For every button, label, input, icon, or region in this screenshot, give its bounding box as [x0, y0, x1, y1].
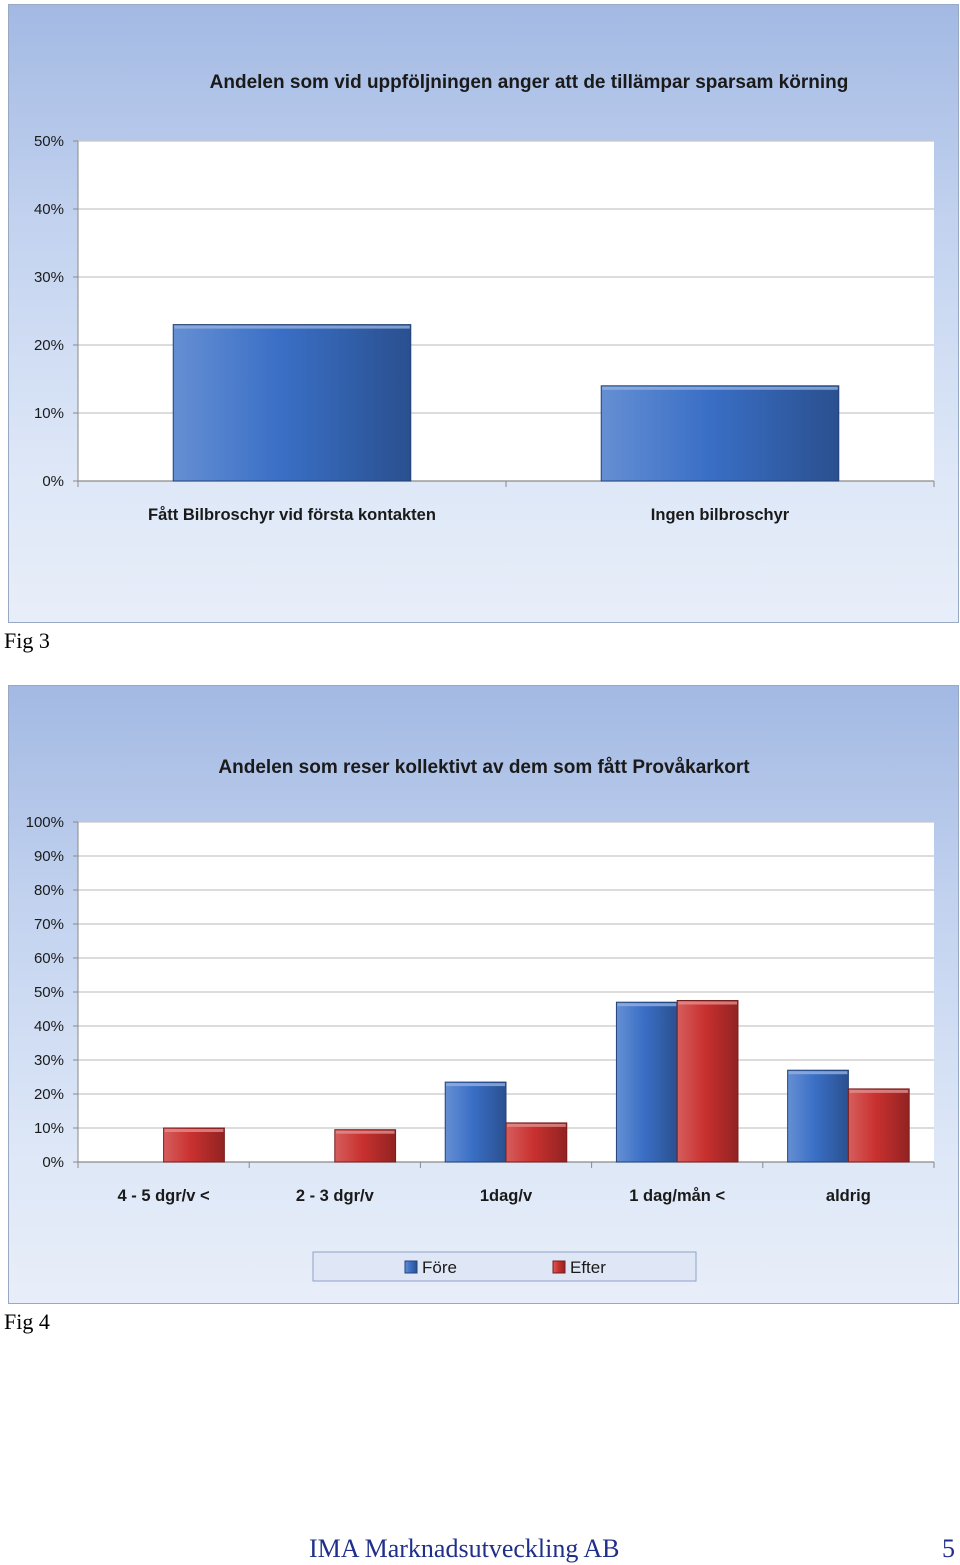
- bar-value: [600, 385, 840, 482]
- y-tick-label: 0%: [42, 473, 64, 490]
- bar-efter: [676, 1000, 739, 1163]
- x-category-label: 1dag/v: [480, 1187, 533, 1205]
- bar-highlight: [335, 1130, 395, 1134]
- bar-efter: [505, 1122, 568, 1163]
- footer-company: IMA Marknadsutveckling AB: [309, 1534, 620, 1563]
- bar-highlight: [602, 386, 838, 390]
- chart-title: Andelen som reser kollektivt av dem som …: [218, 757, 750, 778]
- y-tick-label: 20%: [34, 1086, 64, 1103]
- y-tick-label: 20%: [34, 337, 64, 354]
- bar-före: [787, 1069, 849, 1163]
- y-tick-label: 50%: [34, 133, 64, 150]
- legend-swatch-efter: [552, 1260, 566, 1274]
- y-tick-label: 30%: [34, 269, 64, 286]
- bar-efter: [334, 1129, 397, 1163]
- chart-fig3: Andelen som vid uppföljningen anger att …: [8, 4, 959, 623]
- bar-highlight: [678, 1001, 737, 1005]
- y-tick-label: 100%: [26, 814, 64, 831]
- y-tick-label: 10%: [34, 1120, 64, 1137]
- chart-fig4: Andelen som reser kollektivt av dem som …: [8, 685, 959, 1304]
- bar-highlight: [446, 1083, 505, 1087]
- chart-fig4-svg: Andelen som reser kollektivt av dem som …: [26, 757, 935, 1282]
- y-tick-label: 0%: [42, 1154, 64, 1171]
- bar-highlight: [617, 1003, 677, 1007]
- bar-highlight: [788, 1071, 848, 1075]
- bar-highlight: [849, 1089, 909, 1093]
- page-number: 5: [942, 1534, 955, 1563]
- chart-fig3-svg: Andelen som vid uppföljningen anger att …: [34, 72, 935, 524]
- bar-före: [444, 1081, 507, 1163]
- x-category-label: Fått Bilbroschyr vid första kontakten: [148, 506, 436, 524]
- y-tick-label: 70%: [34, 916, 64, 933]
- x-category-label: aldrig: [826, 1187, 871, 1205]
- bar-efter: [163, 1127, 225, 1163]
- legend-swatch-före: [404, 1260, 418, 1274]
- bar-efter: [847, 1088, 910, 1163]
- x-category-label: 1 dag/mån <: [629, 1187, 725, 1205]
- x-category-label: 2 - 3 dgr/v: [296, 1187, 375, 1205]
- chart-title: Andelen som vid uppföljningen anger att …: [210, 72, 849, 93]
- y-tick-label: 40%: [34, 1018, 64, 1035]
- bar-highlight: [164, 1129, 224, 1132]
- y-tick-label: 10%: [34, 405, 64, 422]
- y-tick-label: 90%: [34, 848, 64, 865]
- figure-caption-4: Fig 4: [4, 1309, 50, 1334]
- y-tick-label: 50%: [34, 984, 64, 1001]
- y-tick-label: 40%: [34, 201, 64, 218]
- y-tick-label: 30%: [34, 1052, 64, 1069]
- y-tick-label: 80%: [34, 882, 64, 899]
- bar-före: [615, 1001, 678, 1163]
- legend-box: [312, 1251, 697, 1282]
- bar-highlight: [507, 1123, 566, 1127]
- x-category-label: Ingen bilbroschyr: [651, 506, 790, 524]
- legend-label-före: Före: [422, 1258, 457, 1277]
- x-category-label: 4 - 5 dgr/v <: [118, 1187, 210, 1205]
- legend-label-efter: Efter: [570, 1258, 606, 1277]
- y-tick-label: 60%: [34, 950, 64, 967]
- bar-highlight: [174, 325, 410, 329]
- figure-caption-3: Fig 3: [4, 628, 50, 653]
- bar-value: [172, 324, 412, 482]
